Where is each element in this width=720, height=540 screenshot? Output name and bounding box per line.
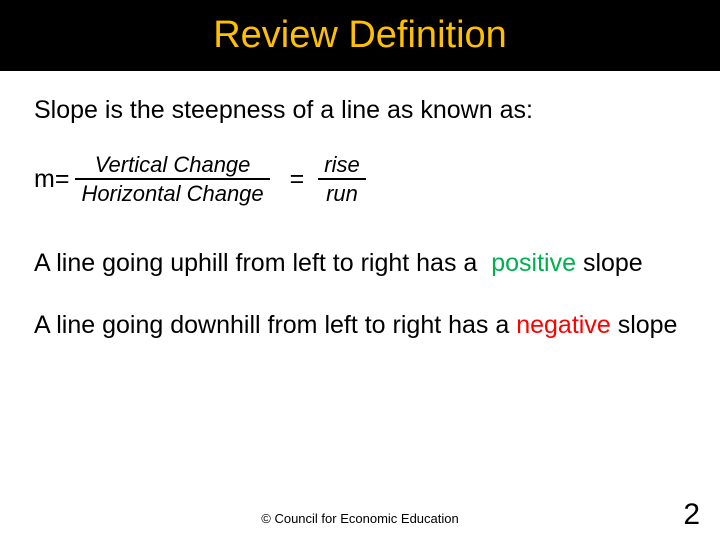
- positive-prefix: A line going uphill from left to right h…: [34, 249, 484, 277]
- fraction-rise-run: rise run: [318, 153, 365, 206]
- equals-sign: =: [290, 165, 305, 194]
- content-area: Slope is the steepness of a line as know…: [0, 71, 720, 341]
- negative-slope-text: A line going downhill from left to right…: [34, 310, 686, 341]
- positive-suffix: slope: [583, 249, 643, 277]
- intro-text: Slope is the steepness of a line as know…: [34, 95, 686, 125]
- fraction-run: run: [320, 180, 364, 206]
- negative-prefix: A line going downhill from left to right…: [34, 311, 516, 339]
- fraction-change-numerator: Vertical Change: [89, 153, 257, 177]
- fraction-change: Vertical Change Horizontal Change: [75, 153, 269, 206]
- negative-word: negative: [516, 311, 611, 339]
- negative-suffix: slope: [611, 311, 678, 339]
- positive-word: positive: [491, 249, 576, 277]
- page-title: Review Definition: [0, 14, 720, 57]
- positive-slope-text: A line going uphill from left to right h…: [34, 248, 686, 279]
- slope-formula: m= Vertical Change Horizontal Change = r…: [34, 153, 686, 206]
- footer-copyright: © Council for Economic Education: [0, 511, 720, 526]
- page-number: 2: [683, 498, 700, 532]
- fraction-change-denominator: Horizontal Change: [75, 180, 269, 206]
- formula-lhs: m=: [34, 165, 69, 194]
- fraction-rise: rise: [318, 153, 365, 177]
- title-bar: Review Definition: [0, 0, 720, 71]
